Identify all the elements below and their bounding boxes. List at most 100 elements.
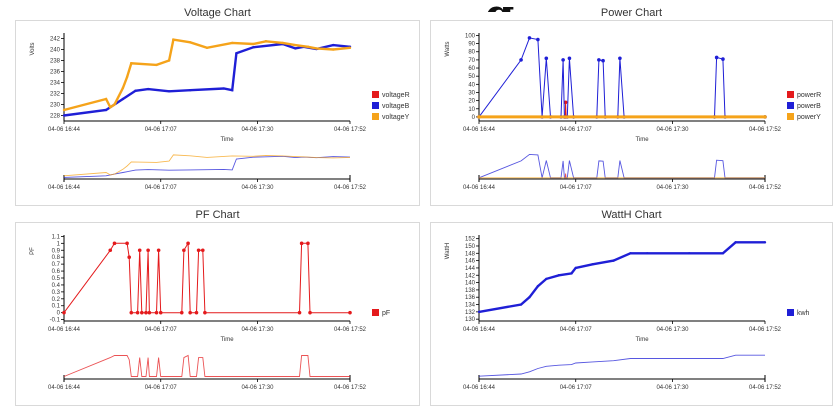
- legend-swatch-voltageR: [372, 91, 379, 98]
- watth-chart-panel: WattH Chart WattH 130 132 134 136 138 140 142 14…: [430, 209, 833, 406]
- data-point-kwh: [763, 241, 767, 244]
- data-point-voltageB: [146, 87, 150, 91]
- data-point-pF: [108, 248, 113, 253]
- data-point-voltageY: [172, 38, 175, 41]
- overview-x-tick-label: 04-06 17:52: [749, 385, 782, 391]
- legend-label-powerY: powerY: [797, 114, 821, 121]
- data-point-powerB: [714, 55, 719, 60]
- data-point-voltageY: [62, 108, 66, 112]
- y-tick-label: 236: [50, 70, 61, 76]
- overview-x-tick-label: 04-06 17:30: [656, 185, 689, 191]
- x-tick-label: 04-06 16:44: [48, 327, 81, 333]
- data-point-pF: [188, 310, 192, 315]
- x-axis-label: Time: [220, 337, 234, 343]
- series-line-pF: [63, 241, 350, 314]
- data-point-kwh: [646, 252, 649, 255]
- overview-x-tick-label: 04-06 16:44: [463, 385, 496, 391]
- pf-chart-title: PF Chart: [195, 209, 240, 221]
- data-point-voltageY: [205, 46, 209, 50]
- y-tick-label: 0.3: [52, 290, 61, 296]
- x-tick-label: 04-06 16:44: [463, 127, 496, 133]
- overview-x-tick-label: 04-06 17:52: [334, 385, 367, 391]
- y-tick-label: 0.2: [52, 297, 61, 303]
- legend-swatch-pF: [372, 309, 379, 316]
- data-point-voltageB: [235, 52, 238, 55]
- overview-x-tick-label: 04-06 17:07: [560, 185, 593, 191]
- overview-line-powerB: [478, 153, 765, 179]
- data-point-voltageY: [104, 97, 108, 101]
- y-tick-label: 152: [465, 237, 476, 243]
- x-tick-label: 04-06 17:07: [145, 327, 178, 333]
- y-tick-label: 234: [50, 81, 61, 87]
- y-tick-label: 0.1: [52, 304, 61, 310]
- x-tick-label: 04-06 17:52: [749, 327, 782, 333]
- data-point-powerB: [567, 56, 572, 61]
- data-point-pF: [297, 310, 302, 315]
- data-point-powerB: [536, 37, 540, 42]
- y-tick-label: -0.1: [50, 318, 61, 324]
- data-point-pF: [127, 255, 131, 259]
- legend-label-voltageB: voltageB: [382, 103, 410, 110]
- data-point-voltageB: [252, 46, 255, 49]
- data-point-pF: [154, 310, 159, 315]
- y-tick-label: 30: [468, 90, 475, 96]
- y-tick-label: 70: [468, 58, 475, 64]
- data-point-pF: [200, 248, 205, 253]
- x-tick-label: 04-06 17:52: [334, 327, 367, 333]
- overview-line-voltageB: [63, 155, 351, 178]
- data-point-powerB: [561, 58, 565, 62]
- data-point-kwh: [734, 241, 737, 244]
- data-point-pF: [194, 310, 199, 315]
- legend-swatch-voltageY: [372, 113, 379, 120]
- data-point-pF: [299, 241, 304, 246]
- data-point-voltageY: [121, 86, 125, 90]
- data-point-pF: [308, 310, 312, 315]
- data-point-kwh: [629, 252, 632, 255]
- y-tick-label: 10: [468, 107, 475, 113]
- x-tick-label: 04-06 17:30: [241, 127, 274, 133]
- data-point-kwh: [536, 285, 540, 288]
- data-point-pF: [186, 241, 190, 246]
- legend-label-powerB: powerB: [797, 103, 821, 110]
- data-point-kwh: [574, 266, 577, 270]
- data-point-powerB: [544, 56, 549, 61]
- y-tick-label: 148: [465, 251, 476, 257]
- y-tick-label: 50: [468, 74, 475, 80]
- data-point-powerB: [527, 36, 532, 40]
- data-point-voltageY: [188, 41, 192, 44]
- data-point-kwh: [519, 303, 523, 306]
- data-point-voltageB: [104, 108, 108, 112]
- data-point-powerY: [763, 115, 767, 119]
- data-point-kwh: [721, 252, 725, 255]
- watth-chart-title: WattH Chart: [601, 209, 662, 221]
- legend-label-voltageY: voltageY: [382, 114, 410, 121]
- data-point-pF: [156, 248, 161, 253]
- data-point-pF: [129, 310, 134, 315]
- series-line-powerR: [564, 102, 567, 117]
- y-tick-label: 0: [57, 311, 61, 317]
- data-point-pF: [348, 310, 352, 315]
- overview-x-tick-label: 04-06 16:44: [48, 185, 81, 191]
- data-point-voltageB: [331, 43, 335, 47]
- x-tick-label: 04-06 17:52: [334, 127, 367, 133]
- legend-swatch-powerB: [787, 102, 794, 109]
- x-tick-label: 04-06 17:07: [560, 327, 593, 333]
- legend-label-powerR: powerR: [797, 92, 821, 99]
- data-point-pF: [125, 241, 129, 246]
- data-point-voltageY: [231, 41, 234, 45]
- overview-x-tick-label: 04-06 17:07: [145, 185, 178, 191]
- y-axis-label: PF: [30, 247, 36, 255]
- x-tick-label: 04-06 17:30: [656, 127, 689, 133]
- overview-x-tick-label: 04-06 17:30: [241, 185, 274, 191]
- y-tick-label: 80: [468, 50, 475, 56]
- data-point-powerR: [563, 100, 568, 105]
- legend-swatch-kwh: [787, 309, 794, 316]
- overview-x-tick-label: 04-06 16:44: [463, 185, 496, 191]
- y-tick-label: 100: [465, 33, 476, 39]
- y-tick-label: 20: [468, 99, 475, 105]
- voltage-chart: Volts 228 230 232 234 236 238 240 242 04-06 16:44…: [30, 33, 410, 191]
- data-point-voltageB: [121, 97, 125, 101]
- power-chart-title: Power Chart: [600, 7, 663, 19]
- overview-x-tick-label: 04-06 16:44: [48, 385, 81, 391]
